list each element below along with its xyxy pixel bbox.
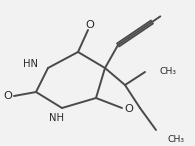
Text: CH₃: CH₃ <box>168 135 185 145</box>
Text: O: O <box>86 20 94 30</box>
Text: O: O <box>4 91 12 101</box>
Text: O: O <box>125 104 133 114</box>
Text: NH: NH <box>49 113 64 123</box>
Text: CH₃: CH₃ <box>159 66 176 75</box>
Text: HN: HN <box>23 59 38 69</box>
